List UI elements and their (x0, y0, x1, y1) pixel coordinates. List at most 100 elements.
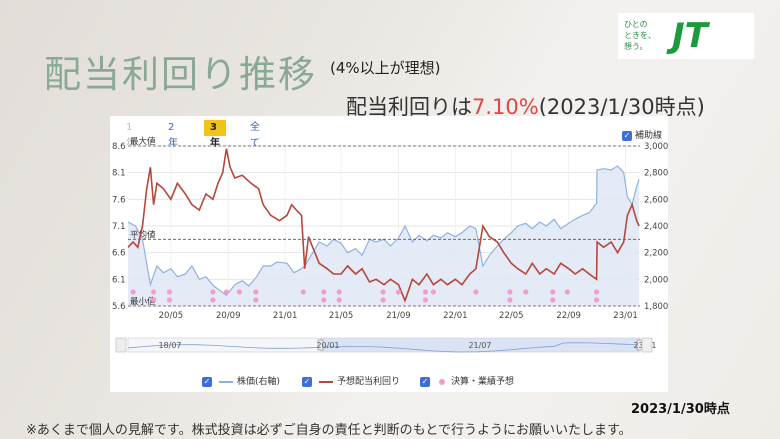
event-dot (430, 289, 436, 295)
disclaimer-note: ※あくまで個人の見解です。株式投資は必ずご自身の責任と判断のもとで行うようにお願… (26, 423, 632, 438)
tab-2y[interactable]: 2年 (168, 122, 178, 149)
event-dot (300, 289, 306, 295)
checkbox-checked-icon: ✓ (202, 376, 212, 387)
x-tick-label: 21/01 (273, 311, 298, 321)
x-tick-label: 21/09 (386, 311, 411, 321)
event-dot (336, 289, 342, 295)
y-left-tick-label: 6.1 (112, 275, 126, 285)
checkbox-checked-icon: ✓ (621, 130, 632, 141)
legend-events-label: 決算・業績予想 (451, 377, 515, 387)
event-dot (422, 289, 429, 295)
event-dot (236, 289, 242, 295)
x-tick-label: 22/05 (499, 311, 524, 321)
legend-yield-label: 予想配当利回り (337, 377, 401, 387)
legend-price[interactable]: ✓ 株価(右軸) (202, 374, 280, 387)
line-swatch-icon (219, 380, 233, 383)
tab-1y[interactable]: 1年 (126, 122, 136, 149)
chart-card: 1年 2年 3年 全て ✓ 補助線 5.6 6.1 6.6 7.1 7.6 8.1 8.6 1,… (110, 116, 668, 392)
headline-prefix: 配当利回りは (346, 95, 472, 119)
x-tick-label: 22/01 (443, 311, 468, 321)
price-line (127, 165, 640, 297)
event-dot (223, 289, 229, 295)
yield-line (127, 148, 640, 303)
y-left-tick-label: 8.6 (112, 142, 126, 152)
navigator-scroll-left-button[interactable] (115, 337, 127, 353)
as-of-date: 2023/1/30時点 (631, 402, 730, 417)
y-right-tick-label: 2,400 (644, 222, 668, 232)
company-logo: ひとの ときを、 想う。 JT (618, 13, 754, 59)
yield-headline: 配当利回りは7.10%(2023/1/30時点) (346, 91, 705, 121)
logo-brand: JT (672, 16, 708, 56)
logo-tagline-line1: ひとの (624, 20, 648, 29)
event-dot (380, 289, 386, 295)
tab-3y[interactable]: 3年 (204, 120, 226, 149)
event-dot (166, 289, 173, 295)
aux-lines-label: 補助線 (634, 131, 662, 141)
event-dot (151, 289, 157, 295)
dot-swatch-icon (439, 378, 445, 385)
logo-tagline-line3: 想う。 (624, 42, 648, 51)
event-dot (507, 289, 513, 295)
event-dot (550, 297, 556, 303)
navigator-label: 20/01 (316, 341, 339, 350)
checkbox-checked-icon: ✓ (420, 376, 430, 387)
logo-tagline: ひとの ときを、 想う。 (624, 19, 656, 52)
navigator-label: 21/07 (468, 341, 491, 350)
event-dot (210, 297, 216, 303)
event-dot (594, 297, 600, 303)
event-dot (380, 297, 386, 303)
event-dot (395, 289, 402, 295)
navigator-label: 18/07 (158, 341, 181, 350)
logo-tagline-line2: ときを、 (624, 31, 656, 40)
y-right-tick-label: 2,600 (644, 195, 668, 205)
y-left-tick-label: 6.6 (112, 249, 126, 259)
event-dot (253, 297, 259, 303)
event-dot (253, 289, 259, 295)
event-dot (564, 289, 570, 295)
slide-title: 配当利回り推移 (44, 53, 317, 96)
event-dot (321, 297, 327, 303)
event-dot (473, 289, 479, 295)
headline-value: 7.10% (472, 95, 539, 119)
event-dot (321, 289, 327, 295)
event-dot (550, 289, 556, 295)
y-left-tick-label: 5.6 (112, 302, 126, 312)
event-dot (336, 297, 342, 303)
event-dot (151, 297, 157, 303)
x-tick-label: 20/05 (159, 311, 184, 321)
yield-price-chart: 5.6 6.1 6.6 7.1 7.6 8.1 8.6 1,800 2,000 2,200 2,40… (112, 136, 668, 353)
navigator-scroll-right-button[interactable] (641, 337, 653, 353)
y-right-tick-label: 1,800 (644, 302, 668, 312)
navigator-line (127, 342, 641, 353)
event-dot (166, 297, 173, 303)
ref-label-min: 最小値 (130, 296, 156, 307)
aux-lines-toggle[interactable]: ✓ 補助線 (621, 128, 662, 141)
navigator-handle-left[interactable] (317, 339, 324, 351)
line-swatch-icon (319, 380, 333, 383)
y-right-tick-label: 2,200 (644, 249, 668, 259)
y-right-tick-label: 2,800 (644, 169, 668, 179)
y-right-tick-label: 2,000 (644, 275, 668, 285)
legend-yield[interactable]: ✓ 予想配当利回り (302, 374, 400, 387)
headline-suffix: (2023/1/30時点) (538, 95, 705, 119)
event-dot (594, 289, 600, 295)
slide-subtitle: (4%以上が理想) (330, 59, 441, 77)
x-tick-label: 22/09 (556, 311, 581, 321)
y-left-tick-label: 7.1 (112, 222, 126, 232)
event-dot (130, 289, 136, 295)
checkbox-checked-icon: ✓ (302, 376, 312, 387)
event-dot (210, 289, 216, 295)
y-left-tick-label: 8.1 (112, 169, 126, 179)
x-tick-label: 20/09 (216, 311, 241, 321)
event-dot (422, 297, 429, 303)
tab-all[interactable]: 全て (250, 122, 260, 149)
ref-label-avg: 平均値 (130, 229, 156, 240)
y-right-tick-label: 3,000 (644, 142, 668, 152)
legend-events[interactable]: ✓ 決算・業績予想 (420, 374, 514, 387)
legend-price-label: 株価(右軸) (237, 377, 281, 387)
event-dot (523, 289, 529, 295)
price-area (128, 166, 640, 306)
x-tick-label: 21/05 (329, 311, 354, 321)
event-dot (507, 297, 513, 303)
y-left-tick-label: 7.6 (112, 195, 126, 205)
